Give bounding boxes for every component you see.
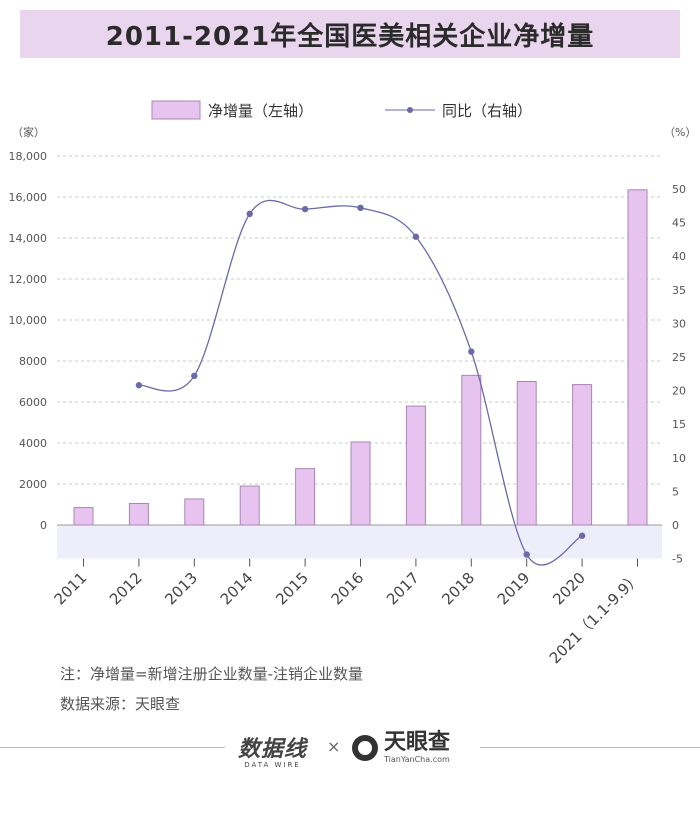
yoy-point bbox=[357, 204, 364, 212]
bar bbox=[572, 384, 593, 526]
chart-title: 2011-2021年全国医美相关企业净增量 bbox=[105, 21, 595, 52]
right-tick-label: 5 bbox=[672, 485, 679, 498]
right-tick-label: 45 bbox=[672, 217, 686, 230]
left-tick-label: 8000 bbox=[19, 355, 47, 368]
x-tick-label: 2016 bbox=[328, 569, 368, 609]
yoy-point bbox=[578, 532, 586, 539]
legend-bar-label: 净增量（左轴） bbox=[208, 102, 313, 120]
left-tick-label: 2000 bbox=[19, 478, 47, 491]
negative-region-band bbox=[57, 525, 662, 559]
left-tick-label: 10,000 bbox=[9, 314, 48, 327]
bar bbox=[128, 502, 149, 526]
bar bbox=[73, 507, 94, 526]
legend: 净增量（左轴） 同比（右轴） bbox=[151, 100, 532, 120]
yoy-point bbox=[246, 210, 253, 218]
plot-area: 0 2000 4000 6000 8000 10,000 12,000 14,000 16,00… bbox=[9, 150, 687, 667]
legend-bar-swatch bbox=[151, 100, 201, 120]
data-wire-logo-sub: DATA WIRE bbox=[244, 761, 301, 769]
left-tick-label: 0 bbox=[40, 519, 47, 532]
yoy-point bbox=[191, 372, 198, 380]
data-wire-logo: 数据线 DATA WIRE bbox=[238, 731, 307, 769]
yoy-point bbox=[523, 551, 530, 558]
yoy-point bbox=[412, 233, 420, 240]
x-tick-label: 2019 bbox=[494, 569, 534, 609]
x-tick-label: 2013 bbox=[161, 569, 201, 609]
bar bbox=[461, 374, 482, 526]
x-tick-label: 2012 bbox=[106, 569, 146, 609]
left-tick-label: 14,000 bbox=[9, 232, 48, 245]
data-wire-logo-text: 数据线 bbox=[238, 737, 308, 762]
right-tick-label: 50 bbox=[672, 183, 686, 196]
right-tick-label: 25 bbox=[672, 351, 686, 364]
x-tick-label: 2018 bbox=[438, 569, 478, 609]
bar bbox=[627, 189, 648, 526]
right-tick-label: 20 bbox=[672, 385, 686, 398]
yoy-point bbox=[301, 205, 309, 213]
legend-line-label: 同比（右轴） bbox=[442, 102, 532, 120]
tianyancha-logo-text: 天眼查 bbox=[384, 730, 451, 755]
right-tick-label: -5 bbox=[672, 553, 683, 566]
left-tick-label: 16,000 bbox=[9, 191, 48, 204]
right-tick-label: 30 bbox=[672, 317, 686, 330]
left-tick-label: 18,000 bbox=[9, 150, 48, 163]
bar bbox=[350, 441, 371, 526]
bar bbox=[405, 405, 426, 526]
right-tick-label: 15 bbox=[672, 418, 686, 431]
tianyancha-logo-sub: TianYanCha.com bbox=[384, 755, 450, 764]
left-tick-label: 6000 bbox=[19, 396, 47, 409]
left-axis-unit: （家） bbox=[12, 125, 45, 139]
tianyancha-logo-icon bbox=[352, 734, 378, 761]
brand-times-sign: × bbox=[327, 737, 341, 756]
right-tick-label: 40 bbox=[672, 250, 686, 263]
bar bbox=[295, 468, 316, 526]
right-tick-label: 0 bbox=[672, 519, 679, 532]
title-band: 2011-2021年全国医美相关企业净增量 bbox=[20, 10, 680, 58]
left-tick-label: 12,000 bbox=[9, 273, 48, 286]
yoy-line bbox=[138, 199, 583, 566]
note-text: 注：净增量=新增注册企业数量-注销企业数量 bbox=[60, 665, 363, 683]
x-tick-label: 2015 bbox=[272, 569, 312, 609]
x-tick-label: 2017 bbox=[383, 569, 423, 609]
yoy-point bbox=[135, 382, 143, 389]
yoy-point bbox=[468, 348, 475, 355]
x-tick-label: 2011 bbox=[51, 569, 91, 609]
source-text: 数据来源：天眼查 bbox=[60, 695, 181, 713]
bar bbox=[184, 498, 205, 526]
footer-divider-right bbox=[480, 747, 700, 748]
right-tick-label: 35 bbox=[672, 284, 686, 297]
bar bbox=[239, 485, 260, 526]
x-tick-label: 2014 bbox=[217, 569, 257, 609]
left-tick-label: 4000 bbox=[19, 437, 47, 450]
right-axis-unit: （%） bbox=[664, 126, 696, 139]
footer-divider-left bbox=[0, 747, 225, 748]
right-tick-label: 10 bbox=[672, 452, 686, 465]
x-tick-label: 2020 bbox=[549, 569, 589, 609]
bar bbox=[516, 381, 537, 526]
legend-line-marker bbox=[407, 107, 413, 113]
tianyancha-logo: 天眼查 TianYanCha.com bbox=[352, 731, 450, 764]
